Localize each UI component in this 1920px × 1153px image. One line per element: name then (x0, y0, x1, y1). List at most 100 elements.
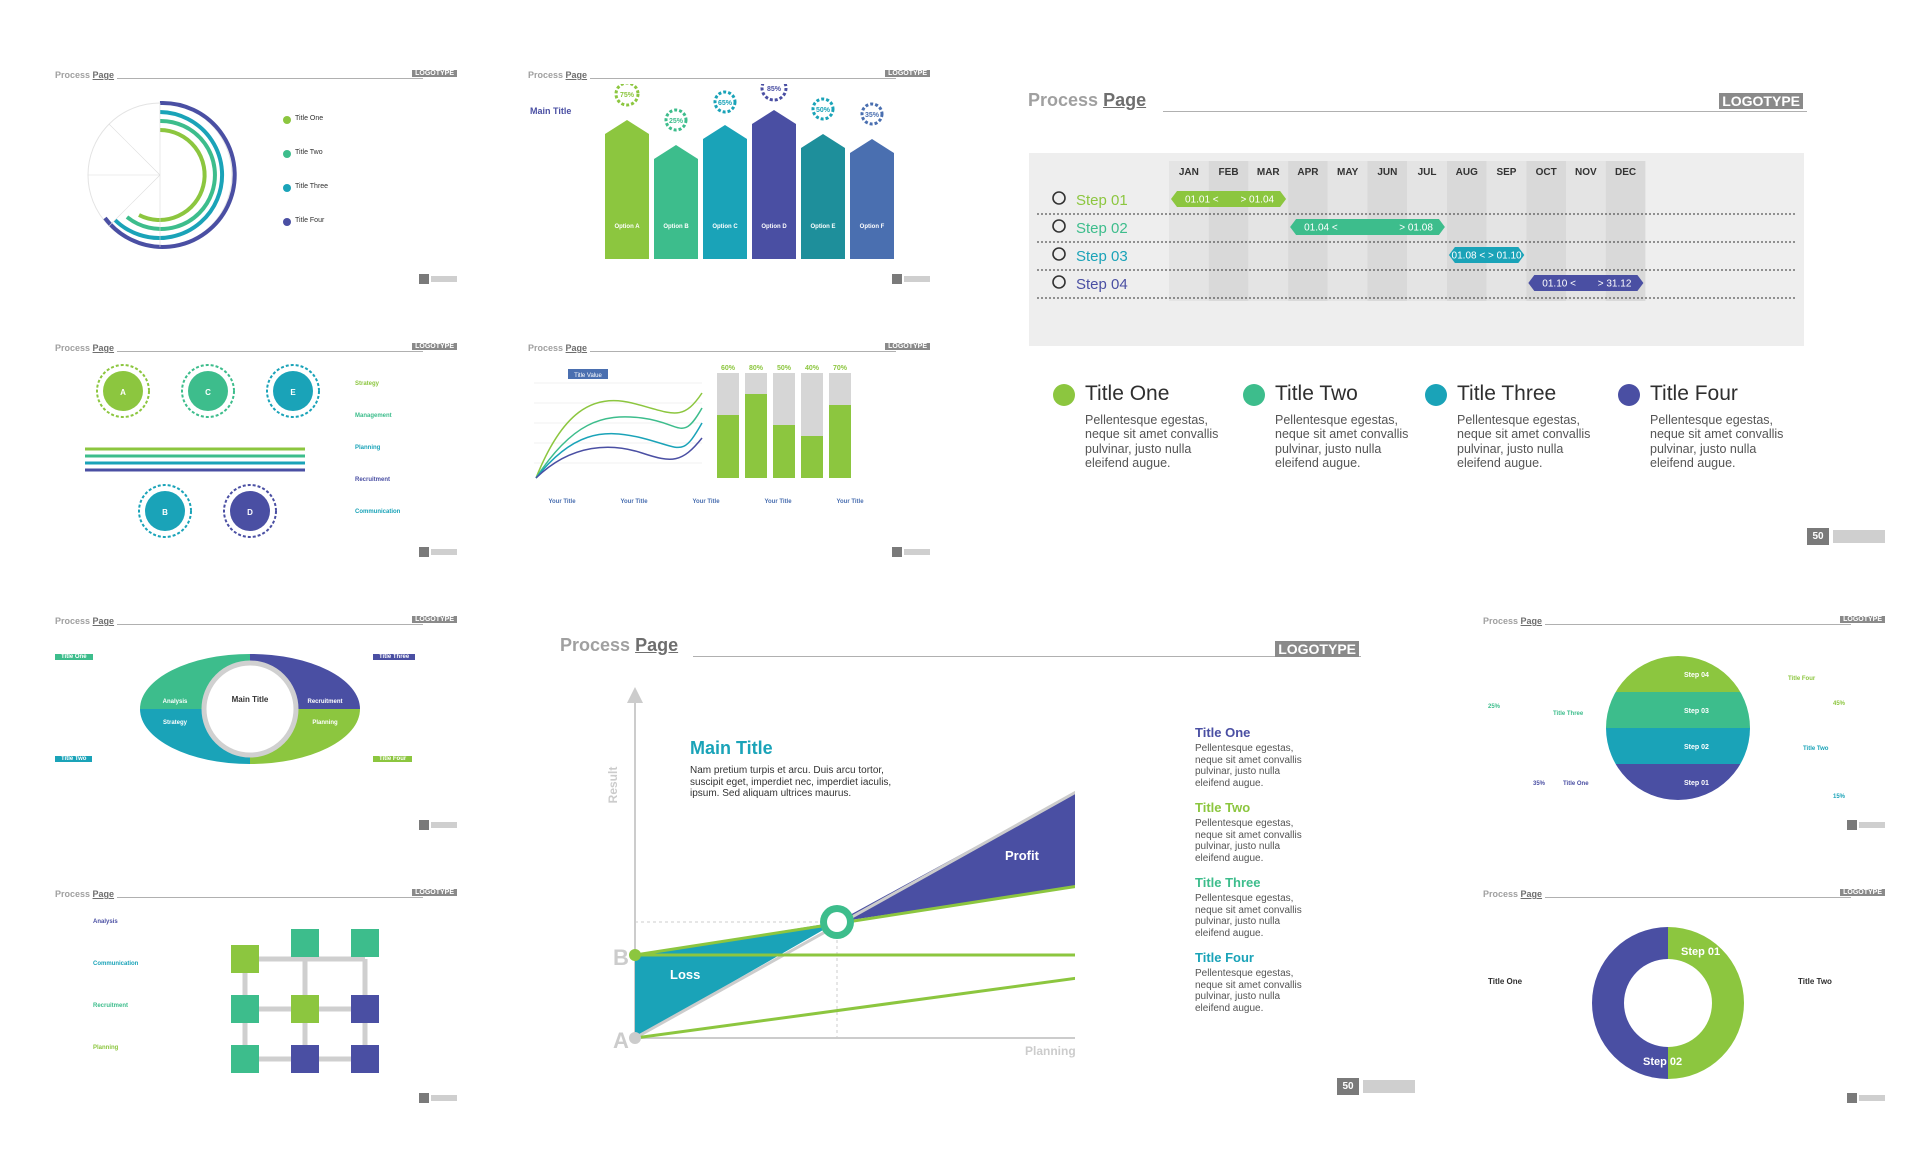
column-title: Your Title (764, 499, 792, 505)
slide-header: Process Page LOGOTYPE (55, 70, 457, 90)
month-column (1486, 161, 1527, 301)
option-letter: C (205, 388, 211, 397)
bar-start-label: 01.01 < (1185, 195, 1219, 206)
option-label: Option C (712, 224, 738, 230)
pct-label: 85% (767, 86, 782, 93)
month-column (1446, 161, 1487, 301)
page-number-marker (419, 274, 457, 284)
cycle-diagram: Step 01 Step 02 (1592, 927, 1744, 1079)
slide-sphere[interactable]: Process Page LOGOTYPE Step 04 Step 03 St… (1483, 616, 1885, 830)
cycle-step: Step 02 (1643, 1056, 1682, 1068)
header-title: Process Page (528, 70, 588, 80)
legend-text: Pellentesque egestas, neque sit amet con… (1457, 413, 1591, 471)
option-label: Option A (614, 224, 640, 230)
step-label: Step 02 (1076, 220, 1128, 237)
sphere-step: Step 01 (1684, 780, 1709, 787)
page-number-marker (892, 547, 930, 557)
slide-header: Process Page LOGOTYPE (55, 616, 457, 636)
header-title: Process Page (1028, 90, 1147, 110)
gantt-panel: JAN FEB MAR APR MAY JUN JUL AUG SEP OCT NOV DEC Step… (1029, 153, 1804, 346)
sphere-step: Step 02 (1684, 744, 1709, 751)
options-diagram: A C E B D (85, 364, 320, 538)
month-column (1248, 161, 1289, 301)
slide-arrows[interactable]: Process Page LOGOTYPE Main Title 75% 25%… (528, 70, 930, 284)
arrow-bars: 75% 25% 65% 85% 50% 35% Option A Option … (605, 84, 894, 259)
page-number-marker: 50 (1807, 528, 1885, 545)
option-letter: D (247, 508, 253, 517)
bar-pct: 70% (833, 365, 848, 372)
pct-label: 75% (620, 92, 635, 99)
segment-label: Recruitment (307, 699, 342, 705)
month-label: APR (1297, 167, 1319, 178)
month-label: JUL (1418, 167, 1437, 178)
main-title: Main Title (690, 738, 773, 758)
lines-bars-chart: Title Value 60% 80% 50% 40% 70% Your Tit… (534, 365, 864, 505)
sphere-diagram: Step 04 Step 03 Step 02 Step 01 (1606, 656, 1750, 800)
month-label: FEB (1219, 167, 1239, 178)
slide-cycle[interactable]: Process Page LOGOTYPE Step 01 Step 02 Ti… (1483, 889, 1885, 1103)
bar-start-label: 01.10 < (1542, 279, 1576, 290)
tag-label: Title Value (574, 373, 602, 379)
slide-header: Process Page LOGOTYPE (1483, 616, 1885, 636)
option-letter: B (162, 508, 168, 517)
bar-end-label: > 31.12 (1598, 279, 1632, 290)
bar-end-label: > 01.04 (1240, 195, 1274, 206)
gantt-chart: JAN FEB MAR APR MAY JUN JUL AUG SEP OCT NOV DEC Step… (1037, 161, 1796, 301)
slide-header: Process Page LOGOTYPE (528, 343, 930, 363)
legend-title: Title One (1085, 382, 1170, 405)
month-column (1208, 161, 1249, 301)
page-number-marker (419, 820, 457, 830)
slide-breakeven[interactable]: Process Page LOGOTYPE B A Result Plannin… (555, 635, 1415, 1095)
option-label: Option E (811, 224, 836, 230)
bar-pct: 80% (749, 365, 764, 372)
slide-lines-bars[interactable]: Process Page LOGOTYPE Title Value 60% 80… (528, 343, 930, 557)
bar-start-label: 01.04 < (1304, 223, 1338, 234)
center-title: Main Title (232, 695, 269, 704)
logo: LOGOTYPE (1275, 641, 1359, 657)
column-title: Your Title (548, 499, 576, 505)
segment-label: Planning (312, 720, 338, 726)
logo: LOGOTYPE (412, 889, 457, 896)
slide-radial[interactable]: Process Page LOGOTYPE Title One Title Tw… (55, 70, 457, 284)
header-title: Process Page (55, 616, 115, 626)
legend-text: Pellentesque egestas, neque sit amet con… (1275, 413, 1409, 471)
bar-pct: 60% (721, 365, 736, 372)
slide-ellipse[interactable]: Process Page LOGOTYPE Main Title Analysi… (55, 616, 457, 830)
option-label: Option B (663, 224, 689, 230)
legend-text: Pellentesque egestas, neque sit amet con… (1650, 413, 1784, 471)
magnifier-icon (1052, 191, 1066, 205)
slide-header: Process Page LOGOTYPE (55, 343, 457, 363)
gantt-bar (1528, 275, 1644, 291)
header-title: Process Page (528, 343, 588, 353)
month-label: SEP (1496, 167, 1516, 178)
slide-options[interactable]: Process Page LOGOTYPE A C E B D (55, 343, 457, 557)
bar-end-label: > 01.08 (1399, 223, 1433, 234)
ellipse-diagram: Main Title Analysis Recruitment Strategy… (140, 654, 360, 764)
page-number-marker (419, 1093, 457, 1103)
gantt-bar (1290, 219, 1445, 235)
slide-header: Process Page LOGOTYPE (555, 635, 1415, 663)
legend-title: Title Two (1275, 382, 1358, 405)
slide-cubes[interactable]: Process Page LOGOTYPE Analysis Communica… (55, 889, 457, 1103)
main-title: Main Title (530, 106, 572, 116)
logo: LOGOTYPE (885, 70, 930, 77)
pct-label: 25% (669, 118, 684, 125)
step-label: Step 04 (1076, 276, 1128, 293)
header-title: Process Page (55, 343, 115, 353)
column-title: Your Title (620, 499, 648, 505)
slide-header: Process Page LOGOTYPE (1483, 889, 1885, 909)
page-number-marker (419, 547, 457, 557)
bar-pct: 50% (777, 365, 792, 372)
legend-dot (1243, 384, 1265, 406)
header-title: Process Page (55, 889, 115, 899)
month-label: OCT (1536, 167, 1557, 178)
month-label: JUN (1377, 167, 1397, 178)
main-text: Nam pretium turpis et arcu. Duis arcu to… (690, 765, 892, 799)
month-label: DEC (1615, 167, 1636, 178)
lightbulb-icon (1052, 247, 1066, 261)
y-axis-label: Result (606, 767, 620, 804)
legend-title: Title Three (1457, 382, 1557, 405)
cycle-title-right: Title Two (1798, 977, 1832, 986)
month-label: AUG (1456, 167, 1478, 178)
slide-gantt[interactable]: Process Page LOGOTYPE JAN FEB MAR APR MAY JUN… (1025, 90, 1885, 545)
